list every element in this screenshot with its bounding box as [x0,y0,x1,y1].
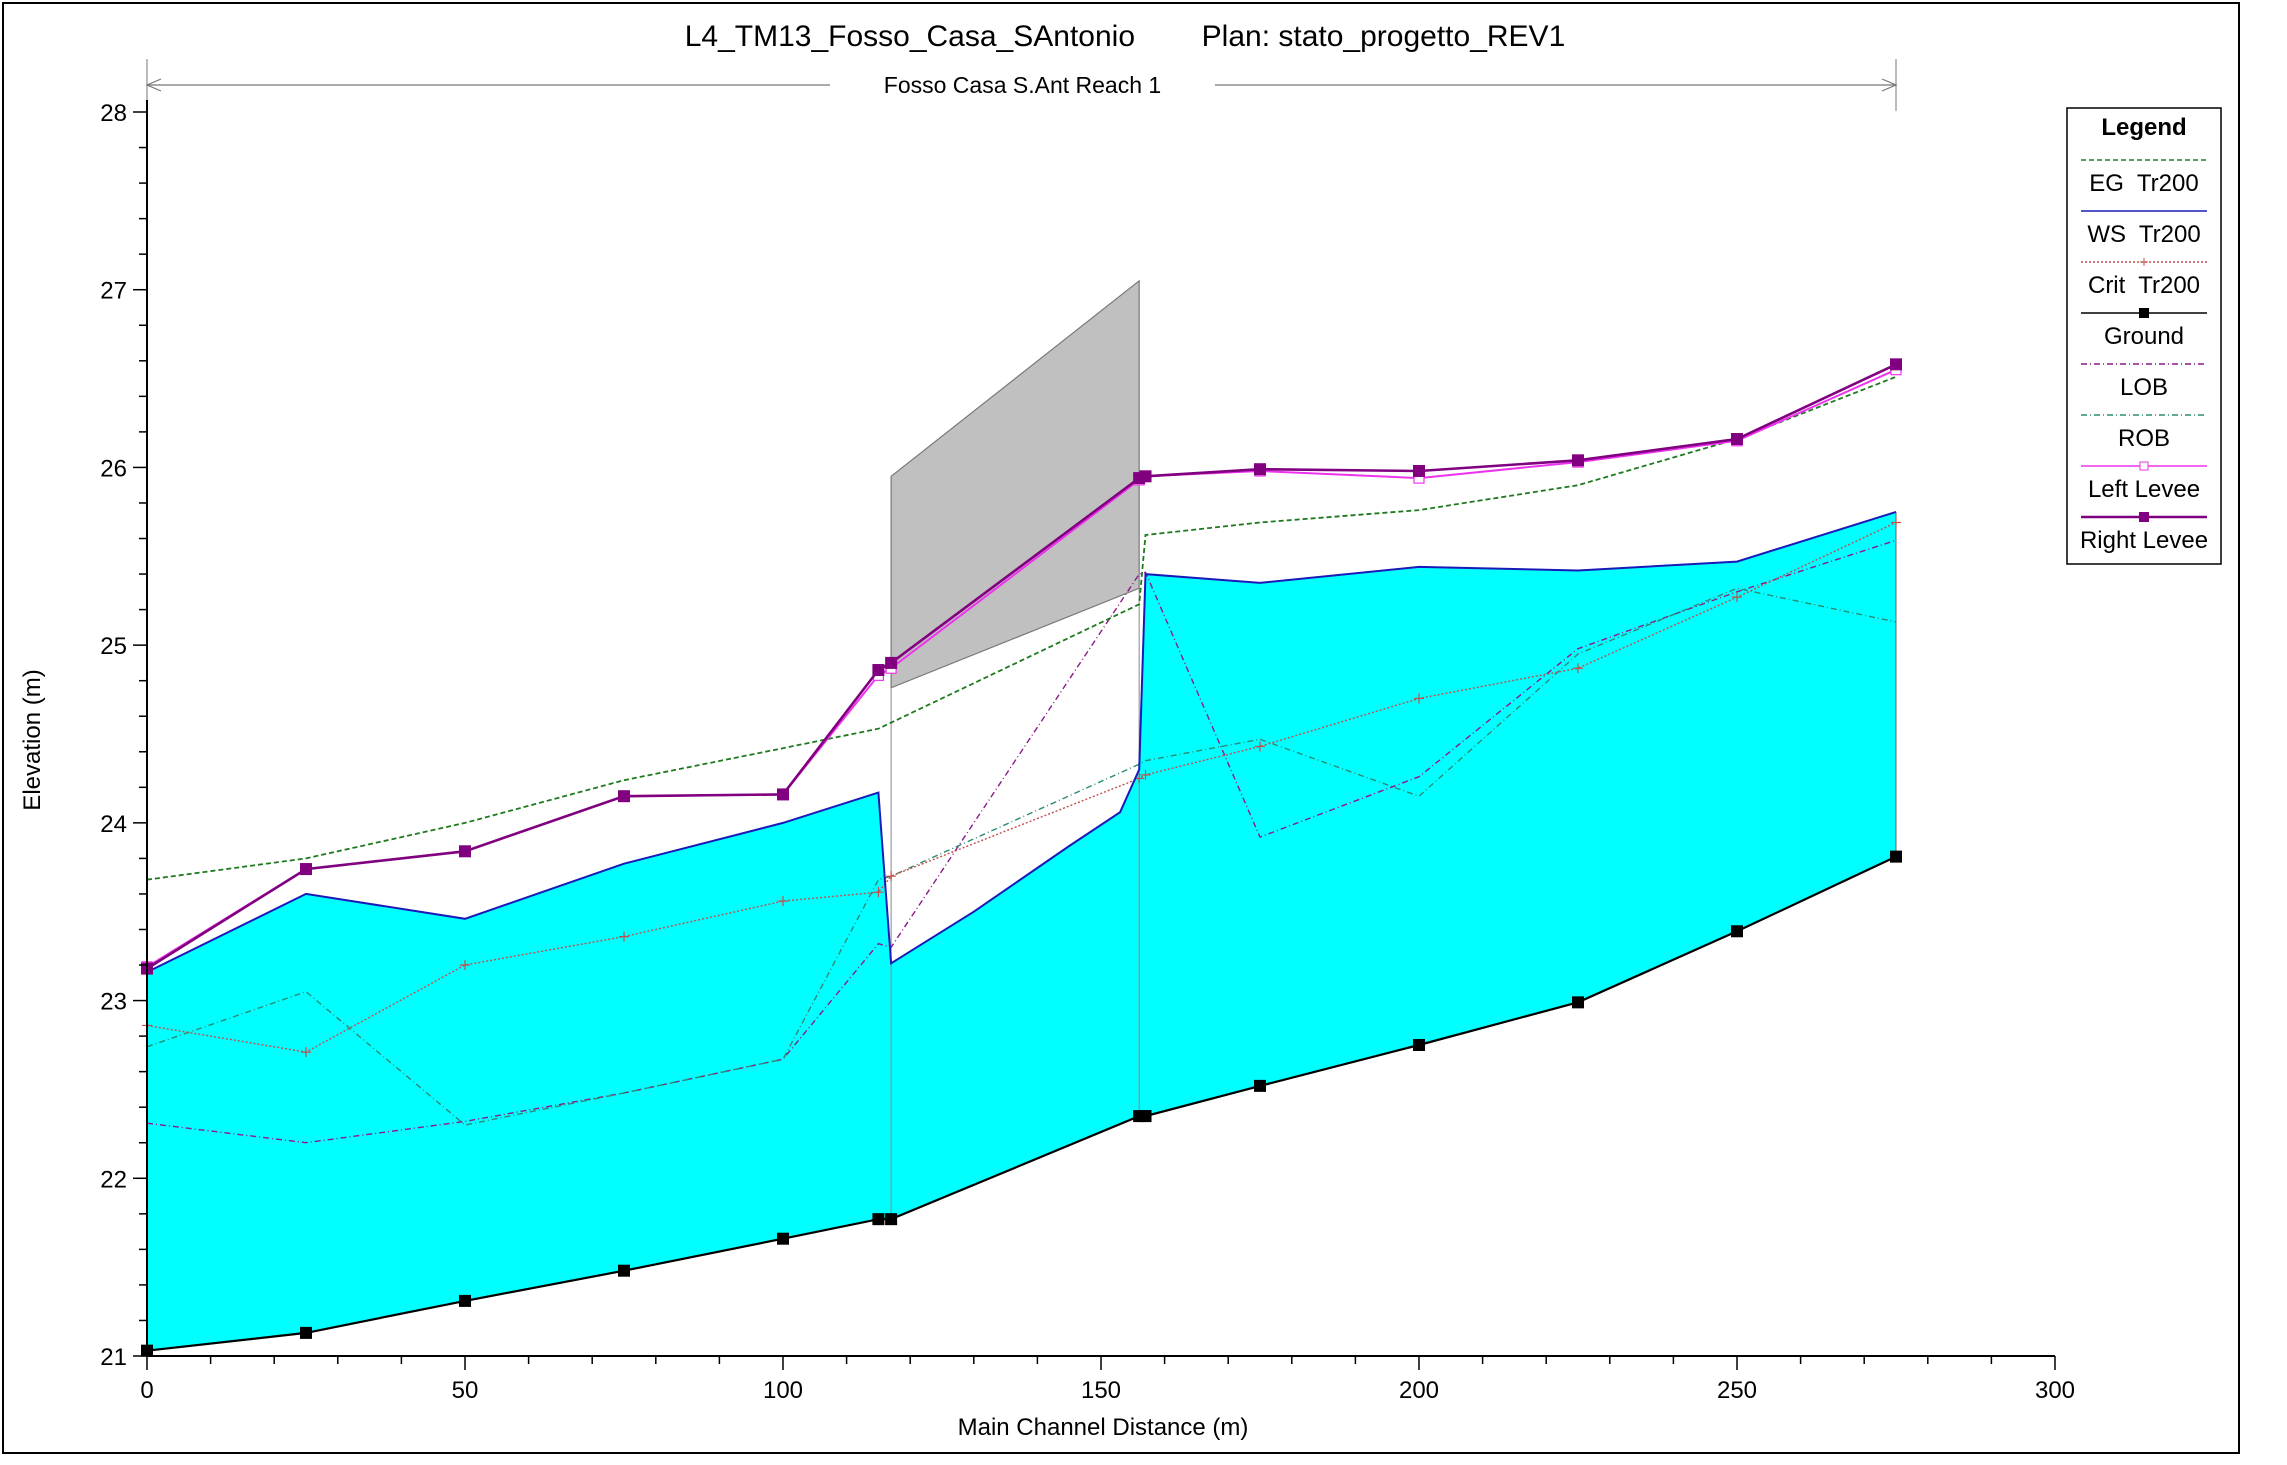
y-tick-label: 28 [100,100,127,127]
legend-label: Ground [2104,323,2184,350]
series-line-rob [146,587,1897,1126]
y-tick-label: 23 [100,989,127,1016]
data-point [1572,454,1584,467]
legend-label: WS Tr200 [2087,221,2200,248]
data-point [1891,517,1901,528]
data-point [1139,470,1152,483]
data-point [885,656,898,669]
legend-marker [2140,258,2148,266]
reach-arrowhead-right [1881,78,1898,92]
data-point [300,1326,312,1339]
data-point [872,664,885,677]
series-line-lob [146,539,1897,1144]
y-tick-label: 26 [100,455,127,482]
data-point [1731,432,1743,445]
x-axis-label: Main Channel Distance (m) [958,1414,1249,1441]
data-point [1890,850,1902,863]
data-point [777,788,789,801]
x-tick-label: 150 [1081,1377,1121,1404]
x-tick-label: 300 [2035,1377,2075,1404]
y-tick-label: 24 [100,811,127,838]
reach-label: Fosso Casa S.Ant Reach 1 [884,72,1161,98]
data-point [1140,769,1151,780]
y-tick-label: 27 [100,278,127,305]
series-line-right-levee [146,363,1897,970]
legend-marker [2139,512,2149,522]
data-point [1414,693,1424,704]
data-point [1732,592,1742,603]
chart-title: L4_TM13_Fosso_Casa_SAntonio Plan: stato_… [685,20,1566,53]
x-tick-label: 100 [763,1377,803,1404]
data-point [872,1213,885,1226]
data-point [885,1213,898,1226]
data-point [1139,1110,1152,1123]
plot-area [141,279,1902,1357]
reach-annotation: Fosso Casa S.Ant Reach 1 [145,59,1898,111]
data-point [1572,996,1584,1009]
data-point [886,871,897,882]
series-line-eg-tr200 [146,375,1897,881]
x-tick-label: 0 [140,1377,153,1404]
data-point [1254,1079,1266,1092]
data-point [1731,925,1743,938]
legend-label: EG Tr200 [2089,170,2198,197]
legend-marker [2139,308,2149,318]
data-point [1254,463,1266,476]
data-point [1413,464,1425,477]
series-line-crit-tr200 [146,521,1897,1053]
data-point [1255,741,1265,752]
legend-marker [2139,461,2149,471]
legend-title: Legend [2101,114,2186,141]
legend-label: ROB [2118,425,2170,452]
data-point [1413,1039,1425,1051]
data-point [873,887,884,898]
data-point [618,1264,630,1277]
data-point [459,1294,471,1307]
series-line-ground [146,855,1897,1352]
legend-label: Left Levee [2088,476,2200,503]
data-point [777,1232,789,1245]
y-tick-label: 21 [100,1344,127,1371]
y-axis-label: Elevation (m) [19,669,46,810]
data-point [619,931,629,942]
data-point [618,790,630,803]
data-point [1890,358,1902,371]
legend-label: Right Levee [2080,527,2208,554]
data-point [459,845,471,858]
legend-label: LOB [2120,374,2168,401]
y-tick-label: 22 [100,1166,127,1193]
data-point [460,960,470,971]
data-point [1573,663,1583,674]
reach-arrowhead-left [145,78,162,92]
legend-box [2066,107,2222,565]
x-tick-label: 50 [452,1377,479,1404]
series-line-ws-tr200 [146,510,1897,973]
axes: 0 50 100 150 200 250 300 21 22 23 24 25 26 27 28 [100,100,2075,1404]
legend-label: Crit Tr200 [2088,272,2200,299]
y-tick-label: 25 [100,633,127,660]
x-tick-label: 200 [1399,1377,1439,1404]
x-tick-label: 250 [1717,1377,1757,1404]
data-point [778,896,788,907]
data-point [300,863,312,876]
water-surface-fill [147,511,1896,1351]
data-point [301,1047,311,1058]
legend: Legend EG Tr200 WS Tr200 Crit Tr200 Ground L… [2066,107,2222,565]
